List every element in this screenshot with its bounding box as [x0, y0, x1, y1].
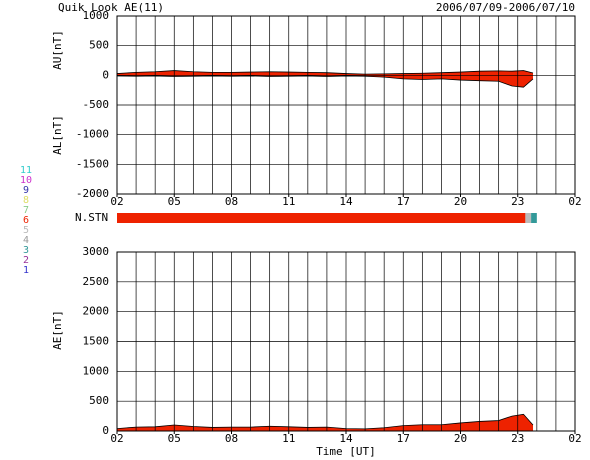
- x-tick-label: 02: [110, 432, 123, 445]
- y-tick-label: 0: [102, 424, 109, 437]
- area-outline: [116, 70, 534, 75]
- area: [117, 75, 534, 88]
- x-tick-label: 08: [225, 195, 238, 208]
- y-tick-label: -2000: [76, 187, 109, 200]
- x-tick-label: 23: [511, 432, 524, 445]
- station-segment: [117, 213, 526, 223]
- y-tick-label: 3000: [83, 245, 110, 258]
- legend-label: 8: [23, 195, 29, 206]
- legend-label: 3: [23, 245, 29, 256]
- x-axis-label: Time [UT]: [316, 445, 376, 458]
- y-tick-label: 500: [89, 394, 109, 407]
- x-tick-label: 20: [454, 432, 467, 445]
- x-tick-label: 14: [339, 432, 353, 445]
- x-tick-label: 05: [168, 432, 181, 445]
- y-tick-label: -1500: [76, 157, 109, 170]
- y-axis-label: AL[nT]: [51, 115, 64, 155]
- x-tick-label: 05: [168, 195, 181, 208]
- chart-title: Quik Look AE(11): [58, 1, 164, 14]
- y-tick-label: -500: [83, 98, 110, 111]
- legend-label: 4: [23, 235, 29, 246]
- y-tick-label: 2000: [83, 305, 110, 318]
- legend-label: 11: [20, 165, 32, 176]
- legend-label: 2: [23, 255, 29, 266]
- x-tick-label: 17: [397, 432, 410, 445]
- x-tick-label: 08: [225, 432, 238, 445]
- x-tick-label: 17: [397, 195, 410, 208]
- y-tick-label: 0: [102, 68, 109, 81]
- x-tick-label: 11: [282, 432, 295, 445]
- x-tick-label: 11: [282, 195, 295, 208]
- stations-label: N.STN: [75, 211, 108, 224]
- legend-label: 6: [23, 215, 29, 226]
- y-axis-label: AU[nT]: [51, 30, 64, 70]
- x-tick-label: 14: [339, 195, 353, 208]
- station-segment: [525, 213, 532, 223]
- x-tick-label: 02: [110, 195, 123, 208]
- plot-frame: [116, 251, 576, 432]
- station-segment: [531, 213, 537, 223]
- legend-label: 1: [23, 265, 29, 276]
- y-tick-label: 2500: [83, 275, 110, 288]
- x-tick-label: 02: [568, 432, 581, 445]
- legend-label: 7: [23, 205, 29, 216]
- x-tick-label: 20: [454, 195, 467, 208]
- y-axis-label: AE[nT]: [51, 310, 64, 350]
- area: [117, 414, 534, 431]
- legend-label: 9: [23, 185, 29, 196]
- y-tick-label: 1500: [83, 335, 110, 348]
- plot-frame: [116, 15, 576, 195]
- legend-label: 10: [20, 175, 32, 186]
- area-outline: [116, 413, 534, 430]
- x-tick-label: 02: [568, 195, 581, 208]
- y-tick-label: 500: [89, 39, 109, 52]
- date-range: 2006/07/09-2006/07/10: [436, 1, 575, 14]
- y-tick-label: 1000: [83, 364, 110, 377]
- legend-label: 5: [23, 225, 29, 236]
- y-tick-label: 1000: [83, 9, 110, 22]
- area-outline: [116, 75, 534, 88]
- x-tick-label: 23: [511, 195, 524, 208]
- y-tick-label: -1000: [76, 128, 109, 141]
